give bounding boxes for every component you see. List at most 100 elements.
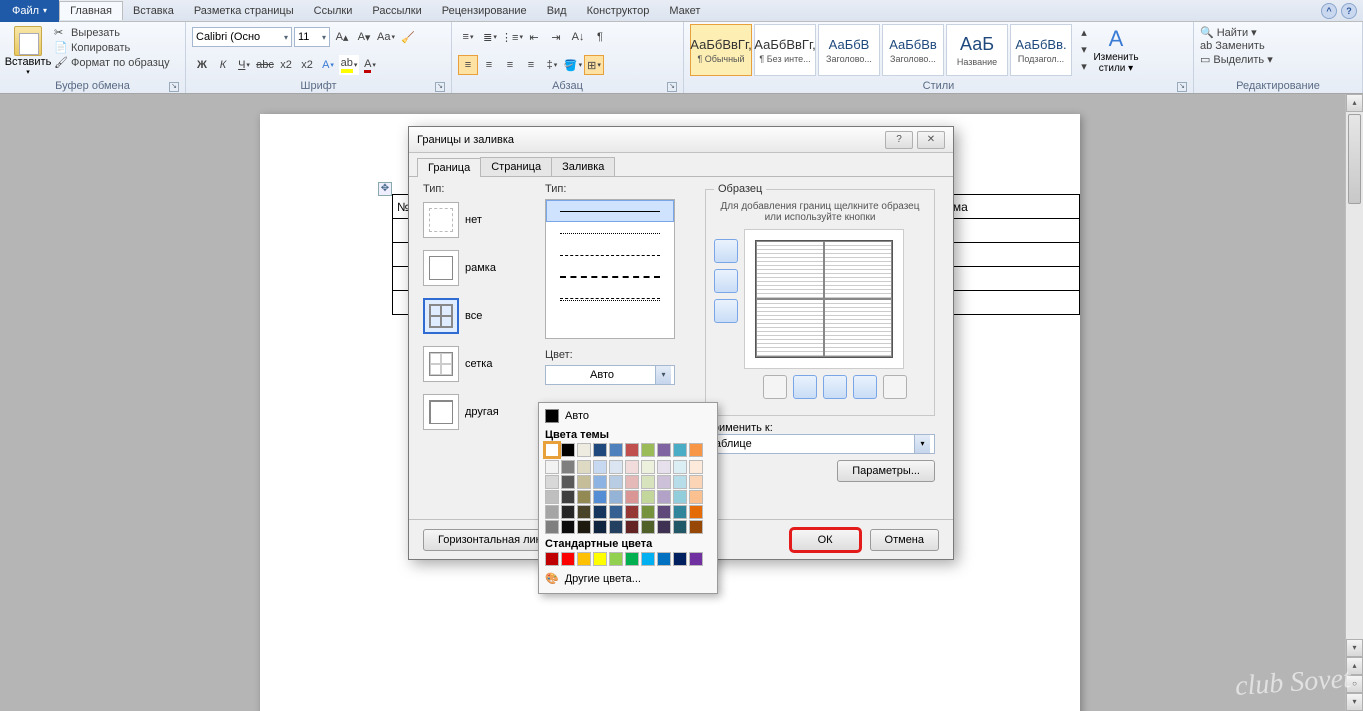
preview-right-button[interactable] — [853, 375, 877, 399]
color-swatch[interactable] — [593, 460, 607, 474]
paragraph-launcher[interactable]: ↘ — [667, 82, 677, 92]
setting-all[interactable]: все — [423, 295, 533, 337]
color-swatch[interactable] — [641, 490, 655, 504]
color-swatch[interactable] — [689, 552, 703, 566]
color-swatch[interactable] — [673, 443, 687, 457]
setting-box[interactable]: рамка — [423, 247, 533, 289]
color-swatch[interactable] — [593, 552, 607, 566]
subscript-button[interactable]: x2 — [276, 55, 296, 75]
tab-layout[interactable]: Разметка страницы — [184, 2, 304, 20]
minimize-ribbon-icon[interactable]: ^ — [1321, 3, 1337, 19]
color-swatch[interactable] — [561, 490, 575, 504]
color-swatch[interactable] — [577, 552, 591, 566]
sort-button[interactable]: A↓ — [568, 27, 588, 47]
tab-insert[interactable]: Вставка — [123, 2, 184, 20]
color-swatch[interactable] — [609, 552, 623, 566]
line-spacing-button[interactable]: ‡▾ — [542, 55, 562, 75]
color-swatch[interactable] — [625, 520, 639, 534]
dialog-close-button[interactable]: ✕ — [917, 131, 945, 149]
superscript-button[interactable]: x2 — [297, 55, 317, 75]
font-name-combo[interactable]: Calibri (Осно▾ — [192, 27, 292, 47]
color-dropdown[interactable]: Авто▾ — [545, 365, 675, 385]
color-swatch[interactable] — [657, 460, 671, 474]
preview-box[interactable] — [744, 229, 904, 369]
dialog-tab-page[interactable]: Страница — [480, 157, 552, 176]
scroll-down-button[interactable]: ▾ — [1346, 639, 1363, 657]
clear-format-button[interactable]: 🧹 — [398, 27, 418, 47]
color-swatch[interactable] — [593, 443, 607, 457]
shrink-font-button[interactable]: A▾ — [354, 27, 374, 47]
indent-inc-button[interactable]: ⇥ — [546, 27, 566, 47]
style-heading1[interactable]: АаБбВЗаголово... — [818, 24, 880, 76]
color-swatch[interactable] — [577, 475, 591, 489]
style-normal[interactable]: АаБбВвГг,¶ Обычный — [690, 24, 752, 76]
text-effects-button[interactable]: A▾ — [318, 55, 338, 75]
tab-mailings[interactable]: Рассылки — [362, 2, 431, 20]
tab-home[interactable]: Главная — [59, 1, 123, 20]
preview-diag1-button[interactable] — [763, 375, 787, 399]
color-swatch[interactable] — [641, 460, 655, 474]
color-swatch[interactable] — [561, 443, 575, 457]
show-marks-button[interactable]: ¶ — [590, 27, 610, 47]
bold-button[interactable]: Ж — [192, 55, 212, 75]
style-subtitle[interactable]: АаБбВв.Подзагол... — [1010, 24, 1072, 76]
underline-button[interactable]: Ч▾ — [234, 55, 254, 75]
select-button[interactable]: ▭Выделить ▾ — [1200, 53, 1273, 66]
table-move-handle[interactable]: ✥ — [378, 182, 392, 196]
tab-view[interactable]: Вид — [537, 2, 577, 20]
color-swatch[interactable] — [673, 475, 687, 489]
color-swatch[interactable] — [609, 520, 623, 534]
color-swatch[interactable] — [545, 490, 559, 504]
indent-dec-button[interactable]: ⇤ — [524, 27, 544, 47]
vertical-scrollbar[interactable]: ▴ ▾ ▴ ○ ▾ — [1345, 94, 1363, 711]
dialog-tab-shading[interactable]: Заливка — [551, 157, 615, 176]
highlight-button[interactable]: ab▾ — [339, 55, 359, 75]
style-title[interactable]: АаБНазвание — [946, 24, 1008, 76]
color-swatch[interactable] — [625, 505, 639, 519]
color-swatch[interactable] — [593, 490, 607, 504]
color-swatch[interactable] — [641, 475, 655, 489]
color-swatch[interactable] — [657, 475, 671, 489]
help-icon[interactable]: ? — [1341, 3, 1357, 19]
color-swatch[interactable] — [657, 505, 671, 519]
color-swatch[interactable] — [609, 475, 623, 489]
color-swatch[interactable] — [689, 475, 703, 489]
color-swatch[interactable] — [625, 460, 639, 474]
color-swatch[interactable] — [689, 490, 703, 504]
color-swatch[interactable] — [657, 443, 671, 457]
color-swatch[interactable] — [673, 505, 687, 519]
italic-button[interactable]: К — [213, 55, 233, 75]
copy-button[interactable]: 📄Копировать — [54, 41, 170, 55]
borders-button[interactable]: ⊞▾ — [584, 55, 604, 75]
preview-diag2-button[interactable] — [883, 375, 907, 399]
color-swatch[interactable] — [609, 505, 623, 519]
dialog-titlebar[interactable]: Границы и заливка ? ✕ — [409, 127, 953, 153]
tab-design[interactable]: Конструктор — [577, 2, 660, 20]
tab-tablelayout[interactable]: Макет — [659, 2, 710, 20]
change-case-button[interactable]: Aa▾ — [376, 27, 396, 47]
color-swatch[interactable] — [577, 460, 591, 474]
color-swatch[interactable] — [545, 460, 559, 474]
color-swatch[interactable] — [689, 460, 703, 474]
color-swatch[interactable] — [689, 520, 703, 534]
color-swatch[interactable] — [641, 552, 655, 566]
multilevel-button[interactable]: ⋮≡▾ — [502, 27, 522, 47]
font-color-button[interactable]: A▾ — [360, 55, 380, 75]
align-left-button[interactable]: ≡ — [458, 55, 478, 75]
preview-hmid-button[interactable] — [714, 269, 738, 293]
color-swatch[interactable] — [577, 490, 591, 504]
color-swatch[interactable] — [609, 460, 623, 474]
color-swatch[interactable] — [641, 443, 655, 457]
paste-button[interactable]: Вставить ▾ — [6, 24, 50, 76]
color-swatch[interactable] — [577, 443, 591, 457]
style-gallery[interactable]: АаБбВвГг,¶ Обычный АаБбВвГг,¶ Без инте..… — [690, 24, 1072, 76]
strike-button[interactable]: abc — [255, 55, 275, 75]
color-swatch[interactable] — [689, 443, 703, 457]
color-swatch[interactable] — [673, 552, 687, 566]
color-swatch[interactable] — [561, 475, 575, 489]
color-swatch[interactable] — [641, 505, 655, 519]
next-page-button[interactable]: ▾ — [1346, 693, 1363, 711]
styles-launcher[interactable]: ↘ — [1177, 82, 1187, 92]
tab-references[interactable]: Ссылки — [304, 2, 363, 20]
preview-vmid-button[interactable] — [823, 375, 847, 399]
